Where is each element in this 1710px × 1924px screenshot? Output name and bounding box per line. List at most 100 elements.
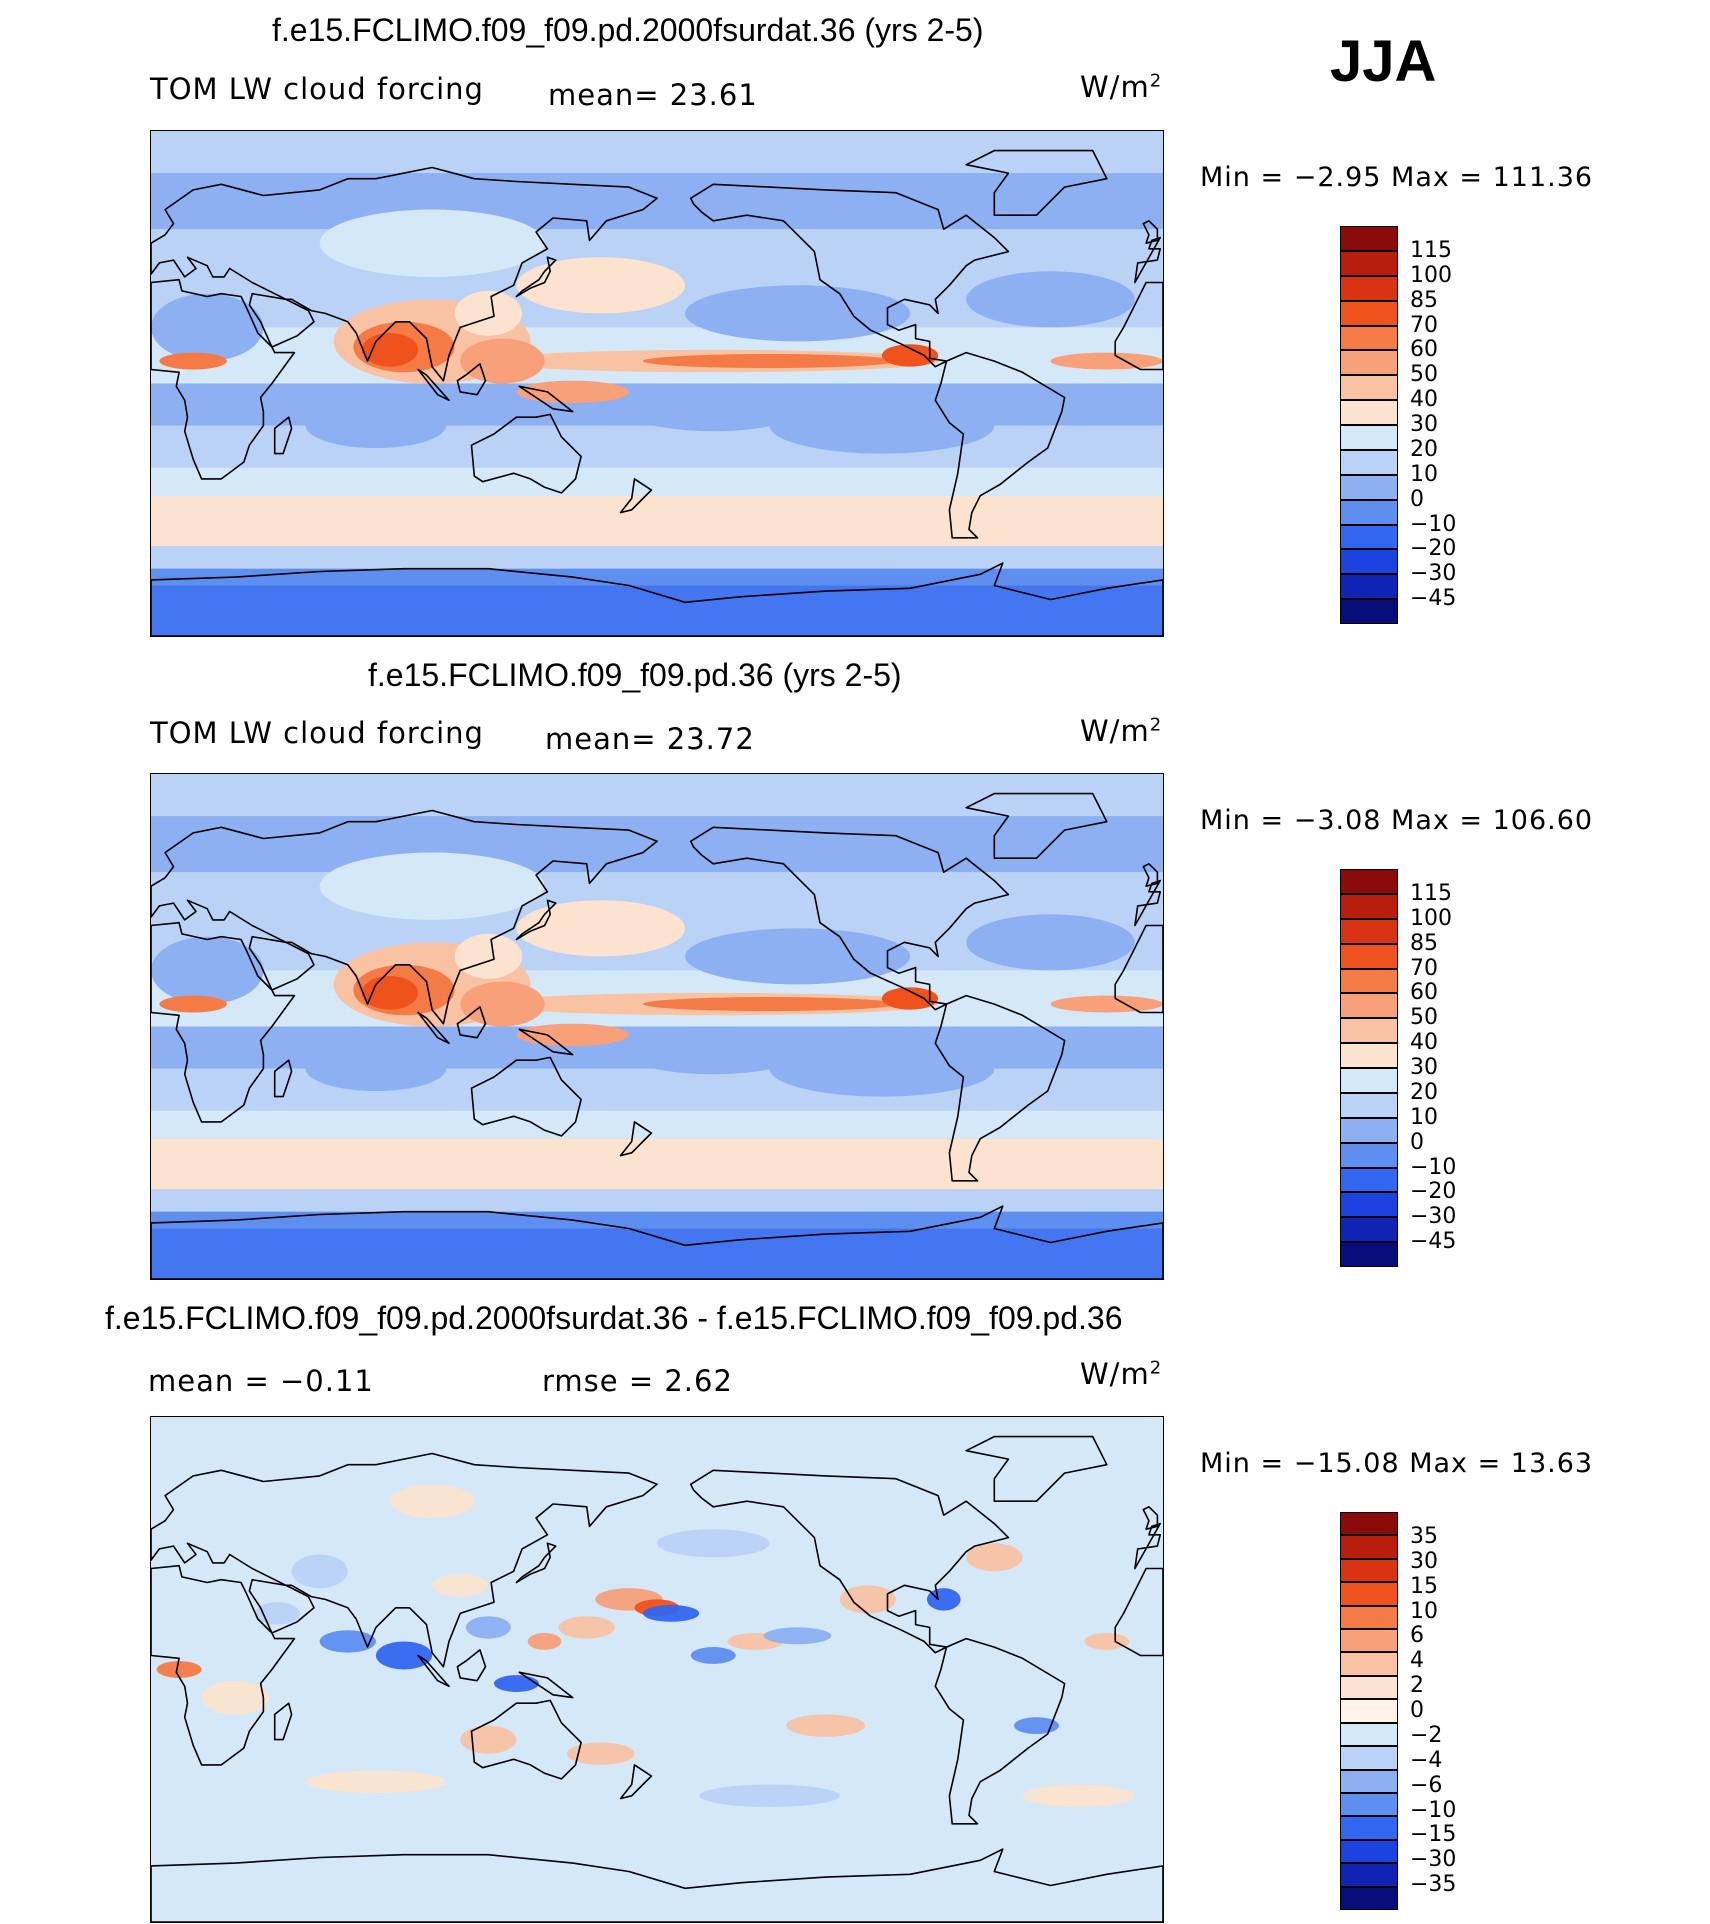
- colorbar-tick-label: −10: [1410, 1797, 1457, 1823]
- colorbar-tick-label: −45: [1410, 1229, 1457, 1255]
- colorbar-swatch: [1340, 1886, 1398, 1910]
- colorbar-tick-label: 60: [1410, 980, 1438, 1006]
- colorbar-tick-label: 2: [1410, 1673, 1424, 1699]
- panel1-variable: TOM LW cloud forcing: [150, 72, 484, 106]
- colorbar-tick-label: 70: [1410, 955, 1438, 981]
- panel2-title: f.e15.FCLIMO.f09_f09.pd.36 (yrs 2-5): [368, 657, 902, 693]
- colorbar-tick-label: 85: [1410, 287, 1438, 313]
- colorbar-swatch: [1340, 425, 1398, 450]
- colorbar-swatch: [1340, 1535, 1398, 1559]
- colorbar-swatch: [1340, 1699, 1398, 1723]
- colorbar-swatch: [1340, 1582, 1398, 1606]
- colorbar-swatch: [1340, 918, 1398, 944]
- panel1-units: W/m2: [1080, 70, 1163, 104]
- panel1-colorbar: 115 100 85 70 60 50 40 30 20 10 0 −10 −20 −30 −45: [1340, 226, 1540, 626]
- colorbar-tick-label: 115: [1410, 237, 1452, 263]
- colorbar-swatch: [1340, 1629, 1398, 1653]
- panel1-minmax: Min = −2.95 Max = 111.36: [1200, 162, 1594, 193]
- panel2-mean: mean= 23.72: [545, 722, 755, 756]
- colorbar-tick-label: 40: [1410, 387, 1438, 413]
- panel3-minmax: Min = −15.08 Max = 13.63: [1200, 1448, 1594, 1479]
- colorbar-swatch: [1340, 1092, 1398, 1118]
- panel3-title: f.e15.FCLIMO.f09_f09.pd.2000fsurdat.36 -…: [105, 1300, 1123, 1336]
- colorbar-tick-label: 30: [1410, 1548, 1438, 1574]
- colorbar-tick-label: 30: [1410, 1055, 1438, 1080]
- colorbar-tick-label: 10: [1410, 1104, 1438, 1130]
- colorbar-tick-label: 30: [1410, 412, 1438, 437]
- colorbar-swatch: [1340, 1043, 1398, 1068]
- colorbar-swatch: [1340, 275, 1398, 301]
- colorbar-tick-label: 10: [1410, 461, 1438, 487]
- colorbar-tick-label: 70: [1410, 312, 1438, 338]
- panel1-title: f.e15.FCLIMO.f09_f09.pd.2000fsurdat.36 (…: [272, 12, 984, 48]
- colorbar-tick-label: −15: [1410, 1822, 1457, 1848]
- colorbar-swatch: [1340, 375, 1398, 401]
- colorbar-swatch: [1340, 1068, 1398, 1093]
- colorbar-tick-label: 50: [1410, 1005, 1438, 1031]
- colorbar-tick-label: −20: [1410, 1179, 1457, 1205]
- colorbar-swatch: [1340, 1722, 1398, 1747]
- panel3-mean: mean = −0.11: [148, 1364, 374, 1398]
- colorbar-swatch: [1340, 893, 1398, 919]
- colorbar-tick-label: 4: [1410, 1648, 1424, 1674]
- colorbar-swatch: [1340, 943, 1398, 969]
- colorbar-swatch: [1340, 226, 1398, 251]
- colorbar-tick-label: 15: [1410, 1573, 1438, 1599]
- colorbar-swatch: [1340, 869, 1398, 894]
- colorbar-swatch: [1340, 1167, 1398, 1193]
- colorbar-swatch: [1340, 1558, 1398, 1583]
- colorbar-tick-label: −4: [1410, 1747, 1443, 1773]
- colorbar-swatch: [1340, 1192, 1398, 1218]
- colorbar-swatch: [1340, 1018, 1398, 1044]
- colorbar-tick-label: 6: [1410, 1623, 1424, 1649]
- panel3-colorbar: 35 30 15 10 6 4 2 0 −2 −4 −6 −10 −15 −30 −35: [1340, 1512, 1540, 1912]
- colorbar-tick-label: −30: [1410, 561, 1457, 587]
- panel3-rmse: rmse = 2.62: [542, 1364, 733, 1398]
- colorbar-swatch: [1340, 993, 1398, 1019]
- colorbar-tick-label: −20: [1410, 536, 1457, 562]
- panel3-map: [150, 1416, 1164, 1923]
- colorbar-swatch: [1340, 400, 1398, 425]
- colorbar-swatch: [1340, 1512, 1398, 1536]
- colorbar-swatch: [1340, 1839, 1398, 1864]
- colorbar-swatch: [1340, 1142, 1398, 1168]
- panel2-minmax: Min = −3.08 Max = 106.60: [1200, 805, 1594, 836]
- colorbar-swatch: [1340, 1863, 1398, 1887]
- colorbar-tick-label: 35: [1410, 1523, 1438, 1549]
- colorbar-swatch: [1340, 474, 1398, 500]
- colorbar-swatch: [1340, 1675, 1398, 1700]
- colorbar-swatch: [1340, 1217, 1398, 1243]
- panel2-map: [150, 773, 1164, 1280]
- colorbar-swatch: [1340, 524, 1398, 550]
- colorbar-tick-label: 100: [1410, 905, 1452, 931]
- colorbar-tick-label: −10: [1410, 1154, 1457, 1180]
- colorbar-tick-label: 50: [1410, 362, 1438, 388]
- panel1-map: [150, 130, 1164, 637]
- colorbar-tick-label: 20: [1410, 436, 1438, 462]
- colorbar-swatch: [1340, 1816, 1398, 1840]
- colorbar-swatch: [1340, 325, 1398, 351]
- season-label: JJA: [1330, 29, 1437, 94]
- panel3-units: W/m2: [1080, 1357, 1163, 1391]
- colorbar-swatch: [1340, 1605, 1398, 1630]
- panel2-colorbar: 115 100 85 70 60 50 40 30 20 10 0 −10 −20 −30 −45: [1340, 869, 1540, 1269]
- colorbar-tick-label: 40: [1410, 1030, 1438, 1056]
- colorbar-tick-label: −35: [1410, 1872, 1457, 1898]
- colorbar-tick-label: −30: [1410, 1204, 1457, 1230]
- colorbar-tick-label: −6: [1410, 1772, 1443, 1798]
- colorbar-swatch: [1340, 1792, 1398, 1817]
- colorbar-swatch: [1340, 574, 1398, 600]
- panel2-variable: TOM LW cloud forcing: [150, 716, 484, 750]
- colorbar-tick-label: 10: [1410, 1598, 1438, 1624]
- colorbar-swatch: [1340, 599, 1398, 624]
- colorbar-tick-label: −30: [1410, 1847, 1457, 1873]
- colorbar-swatch: [1340, 968, 1398, 994]
- colorbar-tick-label: 85: [1410, 930, 1438, 956]
- colorbar-swatch: [1340, 1242, 1398, 1267]
- colorbar-tick-label: 0: [1410, 1129, 1424, 1155]
- colorbar-tick-label: 0: [1410, 486, 1424, 512]
- colorbar-tick-label: 0: [1410, 1698, 1424, 1723]
- colorbar-swatch: [1340, 1652, 1398, 1676]
- colorbar-swatch: [1340, 549, 1398, 575]
- panel1-mean: mean= 23.61: [548, 78, 758, 112]
